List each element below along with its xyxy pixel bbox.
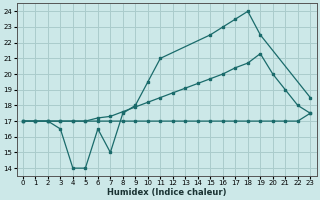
- X-axis label: Humidex (Indice chaleur): Humidex (Indice chaleur): [107, 188, 226, 197]
